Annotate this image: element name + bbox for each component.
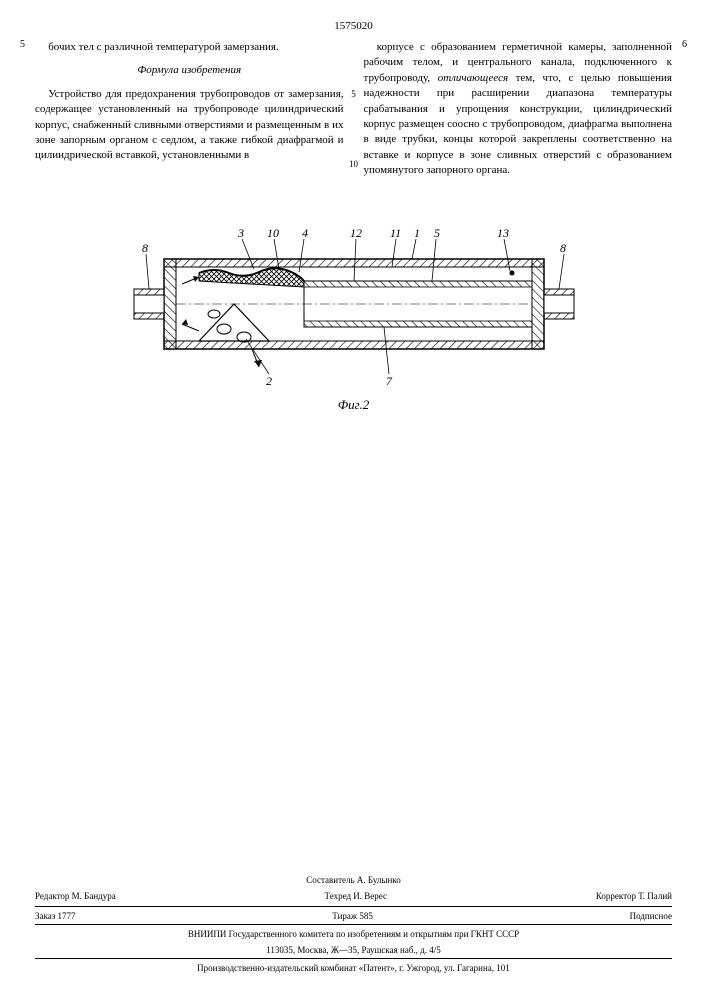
label-5: 5 (434, 226, 440, 240)
org-line1: ВНИИПИ Государственного комитета по изоб… (35, 928, 672, 941)
press-line: Производственно-издательский комбинат «П… (35, 962, 672, 975)
label-13: 13 (497, 226, 509, 240)
label-8r: 8 (560, 241, 566, 255)
editor: Редактор М. Бандура (35, 890, 116, 903)
figure-svg: 3 10 4 12 11 1 5 13 8 8 2 7 (104, 209, 604, 389)
footer-block: Составитель А. Булынко Редактор М. Банду… (35, 871, 672, 975)
label-8l: 8 (142, 241, 148, 255)
label-11: 11 (390, 226, 401, 240)
label-2: 2 (266, 374, 272, 388)
right-body: корпусе с образованием герметичной камер… (364, 40, 673, 179)
compiler-line: Составитель А. Булынко (35, 874, 672, 887)
order: Заказ 1777 (35, 910, 76, 923)
label-1: 1 (414, 226, 420, 240)
patent-number: 1575020 (35, 20, 672, 32)
otlichayushcheesya: отличающееся (438, 72, 508, 84)
techred: Техред И. Верес (325, 890, 387, 903)
label-3: 3 (237, 226, 244, 240)
tirage: Тираж 585 (332, 910, 373, 923)
label-4: 4 (302, 226, 308, 240)
line-num-10: 10 (348, 158, 360, 171)
line-num-5: 5 (348, 88, 360, 101)
left-top-fragment: бочих тел с различной температурой замер… (35, 40, 344, 55)
left-column: 5 бочих тел с различной температурой зам… (35, 40, 344, 179)
subscription: Подписное (630, 910, 672, 923)
corrector: Корректор Т. Палий (596, 890, 672, 903)
col-number-6: 6 (682, 38, 687, 52)
figure-caption: Фиг.2 (104, 397, 604, 413)
right-column: 6 5 10 корпусе с образованием герметично… (364, 40, 673, 179)
text-columns: 5 бочих тел с различной температурой зам… (35, 40, 672, 179)
figure-2: 3 10 4 12 11 1 5 13 8 8 2 7 Фиг.2 (104, 209, 604, 413)
label-10: 10 (267, 226, 279, 240)
label-12: 12 (350, 226, 362, 240)
formula-title: Формула изобретения (35, 63, 344, 78)
left-body: Устройство для предохранения трубопровод… (35, 87, 344, 164)
label-7: 7 (386, 374, 393, 388)
col-number-5: 5 (20, 38, 25, 52)
org-line2: 113035, Москва, Ж—35, Раушская наб., д. … (35, 944, 672, 957)
